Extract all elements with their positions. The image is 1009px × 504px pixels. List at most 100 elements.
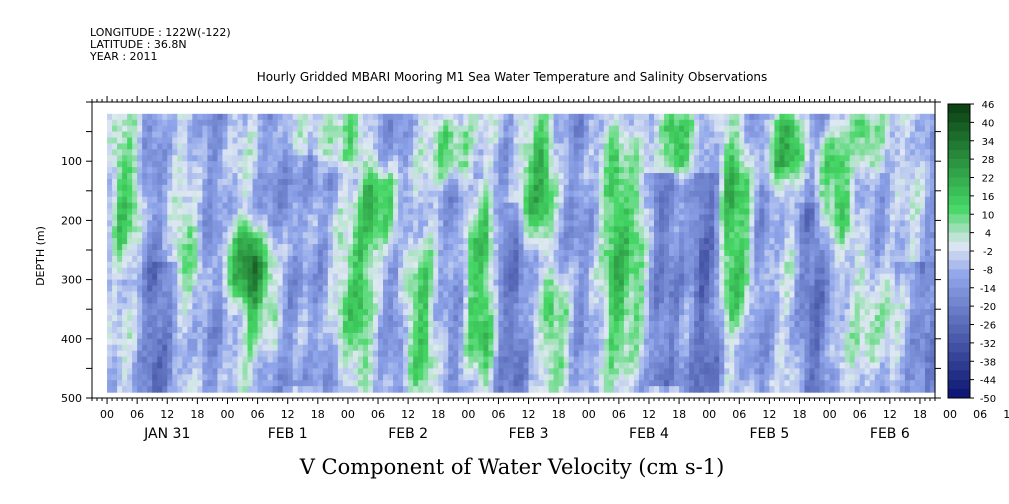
heatmap-cell bbox=[337, 113, 344, 121]
heatmap-cell bbox=[142, 309, 148, 316]
heatmap-cell bbox=[503, 137, 510, 145]
heatmap-cell bbox=[538, 202, 545, 210]
heatmap-cell bbox=[307, 161, 314, 168]
heatmap-cell bbox=[543, 202, 550, 210]
heatmap-cell bbox=[418, 356, 424, 364]
heatmap-cell bbox=[383, 184, 389, 192]
heatmap-cell bbox=[458, 374, 464, 381]
heatmap-cell bbox=[553, 332, 560, 340]
heatmap-cell bbox=[633, 196, 640, 204]
heatmap-cell bbox=[583, 214, 590, 221]
heatmap-cell bbox=[272, 208, 279, 216]
heatmap-cell bbox=[352, 362, 359, 369]
heatmap-cell bbox=[277, 220, 284, 227]
heatmap-cell bbox=[197, 190, 203, 198]
heatmap-cell bbox=[362, 279, 369, 287]
heatmap-cell bbox=[483, 226, 490, 233]
heatmap-cell bbox=[317, 285, 324, 293]
heatmap-cell bbox=[112, 309, 118, 316]
heatmap-cell bbox=[563, 297, 570, 304]
heatmap-cell bbox=[528, 380, 535, 387]
heatmap-cell bbox=[443, 255, 449, 263]
heatmap-cell bbox=[232, 303, 239, 310]
heatmap-cell bbox=[568, 321, 575, 328]
heatmap-cell bbox=[147, 184, 153, 192]
heatmap-cell bbox=[493, 315, 500, 322]
heatmap-cell bbox=[568, 279, 575, 287]
heatmap-cell bbox=[558, 303, 565, 310]
heatmap-cell bbox=[247, 143, 254, 150]
heatmap-cell bbox=[272, 368, 279, 375]
heatmap-cell bbox=[513, 143, 520, 150]
heatmap-cell bbox=[378, 368, 384, 375]
heatmap-cell bbox=[513, 362, 520, 369]
heatmap-cell bbox=[428, 344, 434, 352]
heatmap-cell bbox=[383, 137, 389, 145]
heatmap-cell bbox=[378, 119, 384, 127]
heatmap-cell bbox=[302, 374, 309, 381]
heatmap-cell bbox=[498, 303, 505, 310]
heatmap-cell bbox=[322, 161, 329, 168]
heatmap-cell bbox=[142, 173, 148, 180]
heatmap-cell bbox=[192, 196, 198, 204]
heatmap-cell bbox=[357, 255, 364, 263]
heatmap-cell bbox=[127, 386, 133, 393]
heatmap-cell bbox=[453, 386, 459, 393]
heatmap-cell bbox=[252, 202, 259, 210]
heatmap-cell bbox=[403, 285, 409, 293]
heatmap-cell bbox=[513, 380, 520, 387]
heatmap-cell bbox=[503, 267, 510, 275]
heatmap-cell bbox=[538, 344, 545, 352]
heatmap-cell bbox=[127, 309, 133, 316]
heatmap-cell bbox=[468, 178, 474, 186]
heatmap-cell bbox=[498, 226, 505, 233]
heatmap-cell bbox=[538, 350, 545, 358]
heatmap-cell bbox=[458, 380, 464, 387]
heatmap-cell bbox=[543, 362, 550, 369]
heatmap-cell bbox=[292, 208, 299, 216]
heatmap-cell bbox=[498, 184, 505, 192]
heatmap-cell bbox=[257, 184, 264, 192]
heatmap-cell bbox=[117, 137, 123, 145]
heatmap-cell bbox=[418, 226, 424, 233]
heatmap-cell bbox=[227, 220, 234, 227]
heatmap-cell bbox=[182, 303, 188, 310]
heatmap-cell bbox=[453, 184, 459, 192]
heatmap-cell bbox=[453, 226, 459, 233]
heatmap-cell bbox=[473, 356, 479, 364]
heatmap-cell bbox=[433, 362, 439, 369]
heatmap-cell bbox=[603, 125, 610, 133]
heatmap-cell bbox=[468, 267, 474, 275]
heatmap-cell bbox=[267, 255, 274, 263]
heatmap-cell bbox=[573, 184, 580, 192]
heatmap-cell bbox=[448, 380, 454, 387]
heatmap-cell bbox=[252, 386, 259, 393]
heatmap-cell bbox=[177, 374, 183, 381]
heatmap-cell bbox=[493, 261, 500, 269]
heatmap-cell bbox=[187, 238, 193, 245]
heatmap-cell bbox=[222, 149, 229, 156]
heatmap-cell bbox=[137, 208, 143, 216]
heatmap-cell bbox=[222, 113, 229, 121]
heatmap-cell bbox=[302, 267, 309, 275]
heatmap-cell bbox=[157, 332, 163, 340]
heatmap-cell bbox=[608, 267, 615, 275]
heatmap-cell bbox=[327, 326, 334, 334]
heatmap-cell bbox=[317, 255, 324, 263]
heatmap-cell bbox=[177, 202, 183, 210]
heatmap-cell bbox=[257, 137, 264, 145]
heatmap-cell bbox=[408, 214, 414, 221]
heatmap-cell bbox=[618, 261, 625, 269]
heatmap-cell bbox=[337, 285, 344, 293]
heatmap-cell bbox=[262, 297, 269, 304]
heatmap-cell bbox=[598, 226, 605, 233]
heatmap-cell bbox=[167, 196, 173, 204]
heatmap-cell bbox=[277, 356, 284, 364]
heatmap-cell bbox=[327, 161, 334, 168]
heatmap-cell bbox=[458, 285, 464, 293]
heatmap-cell bbox=[413, 356, 419, 364]
heatmap-cell bbox=[403, 356, 409, 364]
heatmap-cell bbox=[498, 362, 505, 369]
heatmap-cell bbox=[413, 368, 419, 375]
heatmap-cell bbox=[593, 291, 600, 298]
